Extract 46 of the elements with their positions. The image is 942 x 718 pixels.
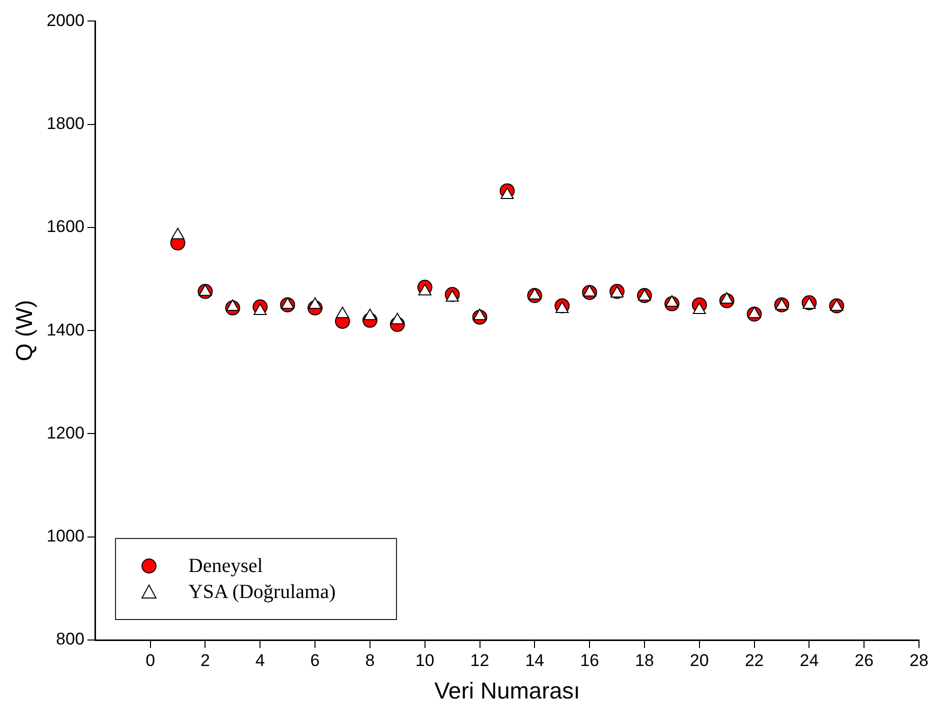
x-tick-label: 16 (580, 650, 600, 670)
x-tick-label: 28 (910, 650, 928, 670)
x-tick-label: 20 (690, 650, 709, 670)
y-tick-label: 1600 (46, 217, 84, 236)
legend-label: Deneysel (188, 554, 263, 579)
point (748, 306, 761, 318)
x-tick-label: 26 (854, 650, 874, 670)
x-tick-label: 10 (415, 650, 434, 670)
x-tick-label: 6 (310, 650, 320, 670)
x-tick-label: 24 (800, 650, 819, 670)
y-tick-label: 1200 (46, 423, 84, 442)
point (692, 302, 706, 314)
x-tick-label: 2 (200, 650, 210, 670)
point (281, 297, 294, 309)
point (446, 290, 459, 302)
point (418, 284, 432, 296)
point (308, 297, 322, 309)
x-tick-label: 14 (525, 650, 544, 670)
x-tick-label: 4 (255, 650, 265, 670)
legend-label: YSA (Doğrulama) (188, 580, 336, 605)
y-tick-label: 1000 (46, 526, 84, 546)
point (528, 288, 542, 300)
point (500, 187, 514, 199)
y-tick-label: 2000 (46, 10, 84, 30)
x-axis-title: Veri Numarası (434, 678, 580, 704)
point (198, 284, 212, 296)
point (254, 304, 267, 316)
point (665, 295, 678, 307)
x-tick-label: 18 (635, 650, 654, 670)
x-tick-label: 22 (744, 650, 764, 670)
y-tick-label: 800 (56, 630, 84, 649)
x-tick-label: 8 (365, 650, 375, 670)
point (473, 308, 486, 320)
y-tick-label: 1800 (46, 114, 84, 134)
y-tick-label: 1400 (46, 320, 84, 340)
point (720, 292, 734, 304)
point (390, 312, 404, 324)
point (336, 306, 350, 318)
point (556, 301, 569, 313)
x-tick-label: 0 (146, 650, 156, 670)
x-tick-label: 12 (470, 650, 490, 670)
point (226, 299, 240, 311)
point (583, 284, 596, 296)
point (363, 308, 377, 320)
y-axis-title: Q (W) (11, 300, 38, 362)
point (171, 228, 184, 240)
